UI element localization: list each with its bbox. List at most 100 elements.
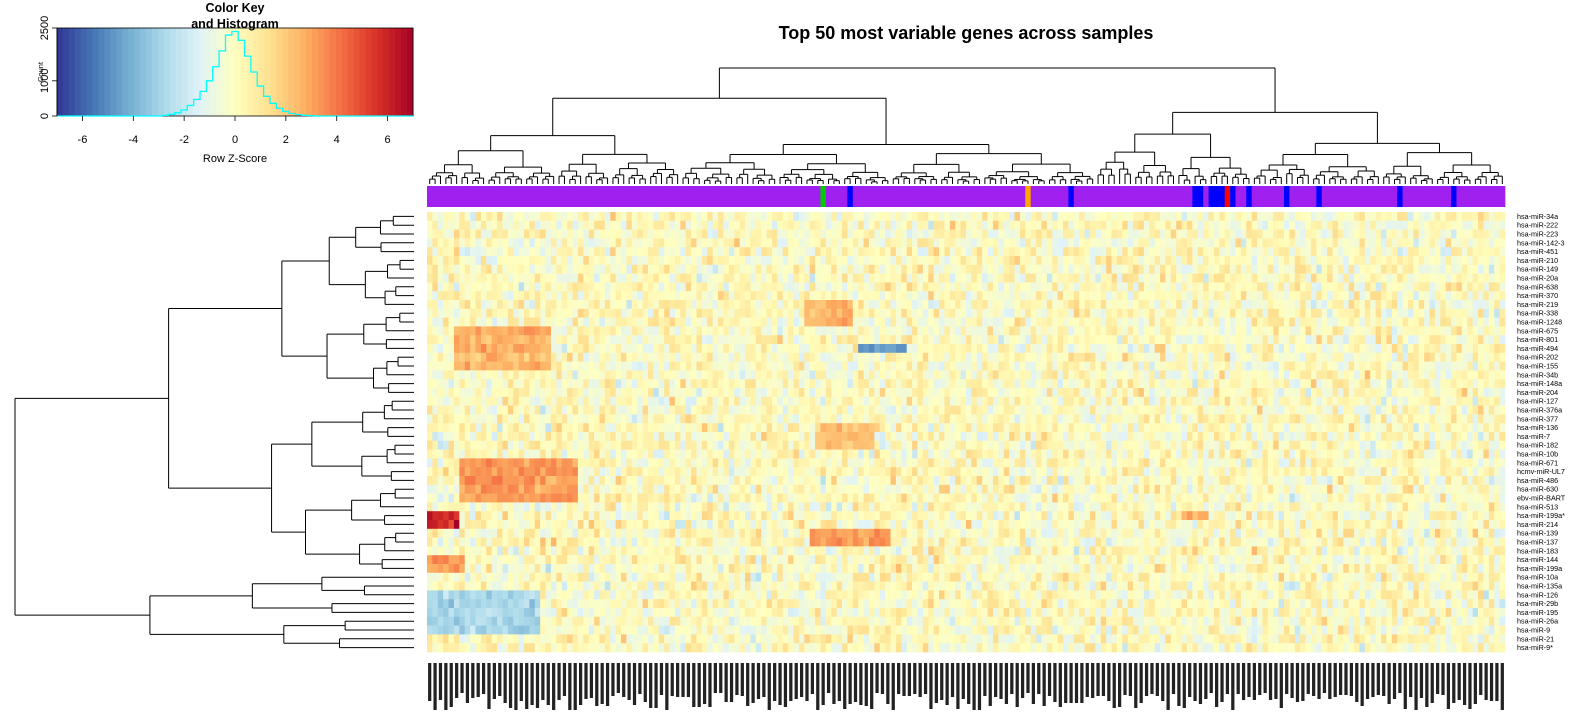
x-tick-label: 0 [232, 134, 238, 146]
heatmap-cell [502, 370, 509, 380]
heatmap-cell [971, 352, 978, 362]
heatmap-cell [1100, 326, 1107, 336]
heatmap-cell [782, 344, 789, 354]
heatmap-cell [1138, 300, 1145, 310]
heatmap-cell [1257, 220, 1263, 230]
heatmap-cell [1321, 317, 1328, 327]
heatmap-cell [868, 212, 875, 222]
side-color-cell [955, 186, 961, 207]
heatmap-cell [1413, 229, 1420, 239]
heatmap-cell [966, 291, 972, 301]
heatmap-cell [868, 291, 875, 301]
heatmap-cell [561, 220, 568, 230]
heatmap-cell [658, 273, 665, 283]
heatmap-cell [1138, 344, 1145, 354]
heatmap-cell [583, 238, 590, 248]
heatmap-cell [513, 229, 519, 239]
side-color-cell [1375, 186, 1382, 207]
heatmap-cell [1143, 282, 1150, 292]
heatmap-cell [1354, 361, 1360, 371]
heatmap-cell [1278, 291, 1285, 301]
heatmap-cell [750, 282, 757, 292]
heatmap-cell [777, 335, 784, 345]
heatmap-cell [707, 344, 714, 354]
heatmap-cell [1273, 247, 1279, 257]
heatmap-cell [518, 308, 525, 318]
heatmap-cell [680, 308, 687, 318]
heatmap-cell [1203, 308, 1209, 318]
heatmap-cell [761, 317, 767, 327]
heatmap-cell [1019, 212, 1026, 222]
side-color-cell [1289, 186, 1296, 207]
heatmap-cell [707, 317, 714, 327]
heatmap-cell [1343, 335, 1350, 345]
heatmap-cell [664, 335, 670, 345]
heatmap-cell [777, 352, 784, 362]
heatmap-cell [1230, 344, 1236, 354]
heatmap-cell [1111, 282, 1118, 292]
heatmap-cell [1273, 308, 1279, 318]
heatmap-cell [1456, 370, 1463, 380]
heatmap-cell [1424, 317, 1430, 327]
heatmap-cell [540, 335, 546, 345]
heatmap-cell [621, 388, 627, 398]
heatmap-cell [1106, 238, 1112, 248]
heatmap-cell [691, 317, 697, 327]
heatmap-cell [432, 370, 439, 380]
heatmap-cell [604, 264, 611, 274]
heatmap-cell [804, 229, 811, 239]
heatmap-cell [1391, 326, 1398, 336]
heatmap-cell [572, 326, 579, 336]
heatmap-cell [895, 229, 902, 239]
heatmap-cell [567, 220, 573, 230]
heatmap-cell [626, 264, 633, 274]
heatmap-cell [1192, 238, 1199, 248]
heatmap-cell [1084, 370, 1091, 380]
heatmap-cell [804, 388, 811, 398]
heatmap-cell [604, 352, 611, 362]
heatmap-cell [879, 300, 886, 310]
heatmap-cell [1494, 264, 1500, 274]
side-color-cell [572, 186, 579, 207]
heatmap-cell [459, 220, 466, 230]
side-color-cell [529, 186, 536, 207]
heatmap-cell [1230, 291, 1236, 301]
heatmap-cell [1467, 238, 1474, 248]
heatmap-cell [674, 344, 681, 354]
color-key-swatch [205, 28, 212, 116]
heatmap-cell [863, 282, 870, 292]
heatmap-cell [728, 282, 735, 292]
heatmap-cell [1386, 212, 1393, 222]
heatmap-cell [1440, 308, 1447, 318]
heatmap-cell [550, 379, 557, 389]
heatmap-cell [524, 264, 530, 274]
heatmap-cell [470, 344, 476, 354]
heatmap-cell [621, 300, 627, 310]
heatmap-cell [1122, 282, 1129, 292]
heatmap-cell [1456, 282, 1463, 292]
heatmap-cell [427, 300, 433, 310]
heatmap-cell [647, 326, 654, 336]
heatmap-cell [906, 220, 913, 230]
heatmap-cell [820, 370, 827, 380]
heatmap-cell [1456, 256, 1463, 266]
heatmap-cell [1063, 238, 1069, 248]
heatmap-cell [621, 308, 627, 318]
heatmap-cell [1289, 370, 1296, 380]
heatmap-cell [427, 291, 433, 301]
heatmap-cell [1133, 212, 1139, 222]
heatmap-cell [750, 264, 757, 274]
heatmap-cell [1418, 352, 1425, 362]
heatmap-cell [960, 308, 967, 318]
heatmap-cell [1046, 229, 1053, 239]
heatmap-cell [815, 300, 821, 310]
heatmap-cell [1257, 370, 1263, 380]
heatmap-cell [712, 317, 719, 327]
heatmap-cell [1068, 238, 1075, 248]
heatmap-cell [1203, 379, 1209, 389]
heatmap-cell [1079, 291, 1085, 301]
heatmap-cell [1057, 212, 1064, 222]
heatmap-cell [1133, 220, 1139, 230]
heatmap-cell [728, 273, 735, 283]
heatmap-cell [470, 388, 476, 398]
